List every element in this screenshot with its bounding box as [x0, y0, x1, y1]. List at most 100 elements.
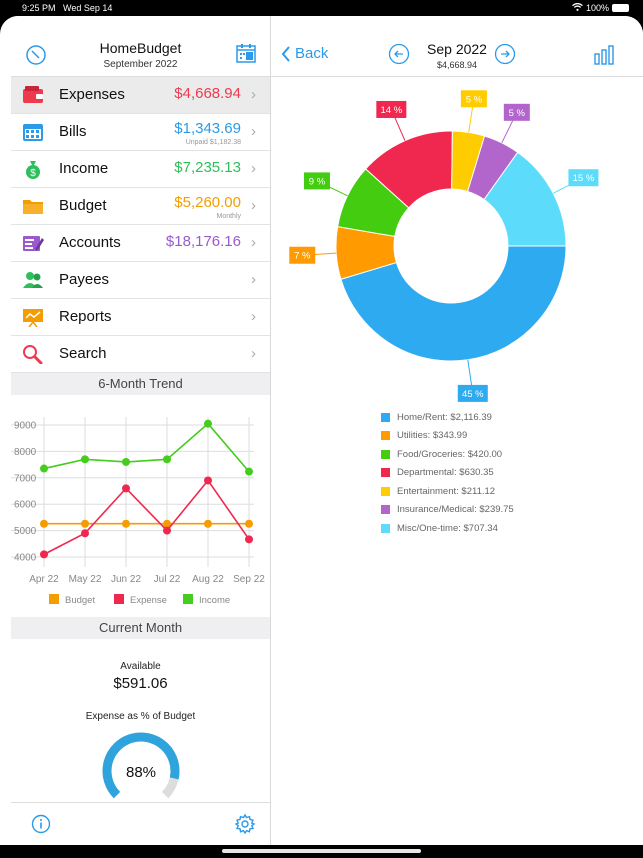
- slice-percent-label: 14 %: [381, 105, 403, 116]
- folder-icon: [22, 196, 44, 216]
- series-line-income: [43, 422, 250, 473]
- app-screen: HomeBudget September 2022 Expenses $4,66…: [0, 16, 643, 845]
- data-point-budget: [40, 519, 48, 528]
- slice-label-box: [457, 384, 488, 402]
- chevron-right-icon: ›: [251, 197, 256, 214]
- chevron-right-icon: ›: [251, 160, 256, 177]
- app-title: HomeBudget: [99, 40, 182, 56]
- menu-item-search[interactable]: Search ›: [11, 336, 270, 373]
- data-point-budget: [122, 519, 130, 528]
- menu-item-income[interactable]: $ Income $7,235.13 ›: [11, 151, 270, 188]
- legend-text: Insurance/Medical: $239.75: [397, 504, 514, 516]
- data-point-expense: [204, 476, 212, 485]
- detail-pane: Back Sep 2022 $4,668.94 45 % 7 % 9 % 14 % 5 …: [271, 16, 643, 845]
- x-tick-label: Jun 22: [111, 574, 141, 585]
- sidebar-header: HomeBudget September 2022: [11, 16, 270, 77]
- wifi-icon: [572, 2, 583, 13]
- data-point-income: [245, 467, 253, 476]
- legend-text: Entertainment: $211.12: [397, 485, 496, 497]
- money-bag-icon: $: [22, 159, 44, 179]
- data-point-expense: [163, 526, 171, 535]
- back-button[interactable]: Back: [281, 45, 328, 62]
- slice-label-box: [303, 172, 330, 190]
- legend-item: Misc/One-time: $707.34: [381, 519, 514, 538]
- slice-percent-label: 15 %: [573, 173, 595, 184]
- calendar-calculator-icon[interactable]: [235, 42, 257, 69]
- slice-percent-label: 7 %: [294, 251, 311, 262]
- slice-label-box: [289, 246, 316, 264]
- previous-month-button[interactable]: [388, 43, 410, 70]
- x-tick-label: Jul 22: [154, 574, 181, 585]
- detail-total: $4,668.94: [436, 60, 478, 70]
- legend-swatch: [49, 594, 59, 604]
- data-point-budget: [163, 519, 171, 528]
- chevron-left-icon: [281, 45, 290, 62]
- calendar-icon: [22, 122, 44, 142]
- menu-item-bills[interactable]: Bills $1,343.69 Unpaid $1,182.38 ›: [11, 114, 270, 151]
- legend-item: Food/Groceries: $420.00: [381, 445, 514, 464]
- battery-icon: [612, 4, 629, 12]
- next-month-button[interactable]: [494, 43, 516, 70]
- budget-amount: $5,260.00: [174, 194, 241, 211]
- bills-unpaid: Unpaid $1,182.38: [185, 139, 241, 146]
- y-tick-label: 4000: [14, 553, 37, 564]
- legend-swatch: [381, 431, 390, 441]
- donut-legend: Home/Rent: $2,116.39 Utilities: $343.99 Fo…: [381, 408, 514, 538]
- chevron-right-icon: ›: [251, 123, 256, 140]
- slice-percent-label: 9 %: [309, 176, 326, 187]
- legend-swatch: [114, 594, 124, 604]
- legend-item: Entertainment: $211.12: [381, 482, 514, 501]
- data-point-budget: [204, 519, 212, 528]
- legend-swatch: [183, 594, 193, 604]
- legend-item: Utilities: $343.99: [381, 427, 514, 446]
- legend-text: Home/Rent: $2,116.39: [397, 411, 492, 423]
- info-icon[interactable]: [31, 814, 51, 839]
- menu-item-budget[interactable]: Budget $5,260.00 Monthly ›: [11, 188, 270, 225]
- legend-item: Insurance/Medical: $239.75: [381, 501, 514, 520]
- y-tick-label: 8000: [14, 447, 37, 458]
- slice-label-box: [503, 103, 530, 121]
- y-tick-label: 7000: [14, 473, 37, 484]
- arrow-left-circle-icon: [388, 43, 410, 65]
- menu-item-accounts[interactable]: Accounts $18,176.16 ›: [11, 225, 270, 262]
- budget-period: Monthly: [216, 213, 241, 220]
- presentation-icon: [22, 307, 44, 328]
- legend-swatch: [381, 468, 390, 478]
- legend-label: Budget: [65, 595, 95, 606]
- x-tick-label: Aug 22: [192, 574, 224, 585]
- people-icon: [22, 270, 44, 290]
- available-label: Available: [120, 661, 161, 672]
- menu-item-payees[interactable]: Payees ›: [11, 262, 270, 299]
- clock-icon[interactable]: [25, 44, 47, 71]
- home-indicator[interactable]: [222, 849, 421, 853]
- bar-chart-icon[interactable]: [593, 44, 615, 71]
- x-tick-label: Sep 22: [233, 574, 265, 585]
- bills-amount: $1,343.69: [174, 120, 241, 137]
- data-point-income: [40, 464, 48, 473]
- legend-text: Food/Groceries: $420.00: [397, 448, 503, 460]
- x-tick-label: May 22: [69, 574, 102, 585]
- y-tick-label: 9000: [14, 421, 37, 432]
- legend-item: Home/Rent: $2,116.39: [381, 408, 514, 427]
- accounts-icon: [22, 233, 44, 253]
- wallet-icon: [22, 85, 44, 105]
- x-tick-label: Apr 22: [29, 574, 59, 585]
- trend-chart: 4000 5000 6000 7000 8000 9000 Apr 22 May 22 Jun …: [11, 395, 270, 617]
- detail-month-title: Sep 2022: [427, 41, 487, 57]
- category-donut-chart: 45 % 7 % 9 % 14 % 5 % 5 % 15 %: [289, 90, 599, 402]
- month-label: September 2022: [103, 59, 178, 70]
- menu-item-reports[interactable]: Reports ›: [11, 299, 270, 336]
- expense-pct-label: Expense as % of Budget: [85, 711, 196, 722]
- slice-percent-label: 5 %: [466, 94, 483, 105]
- series-line-expense: [43, 479, 250, 556]
- data-point-expense: [122, 484, 130, 493]
- settings-gear-icon[interactable]: [234, 813, 256, 840]
- donut-slice-misc-one-time: [483, 151, 567, 247]
- legend-swatch: [381, 505, 390, 515]
- menu-item-expenses[interactable]: Expenses $4,668.94 ›: [11, 77, 270, 114]
- data-point-income: [122, 457, 130, 466]
- data-point-expense: [245, 535, 253, 544]
- status-right: 100%: [572, 2, 629, 13]
- slice-percent-label: 5 %: [509, 108, 526, 119]
- trend-chart-svg: 4000 5000 6000 7000 8000 9000 Apr 22 May 22 Jun …: [11, 417, 265, 606]
